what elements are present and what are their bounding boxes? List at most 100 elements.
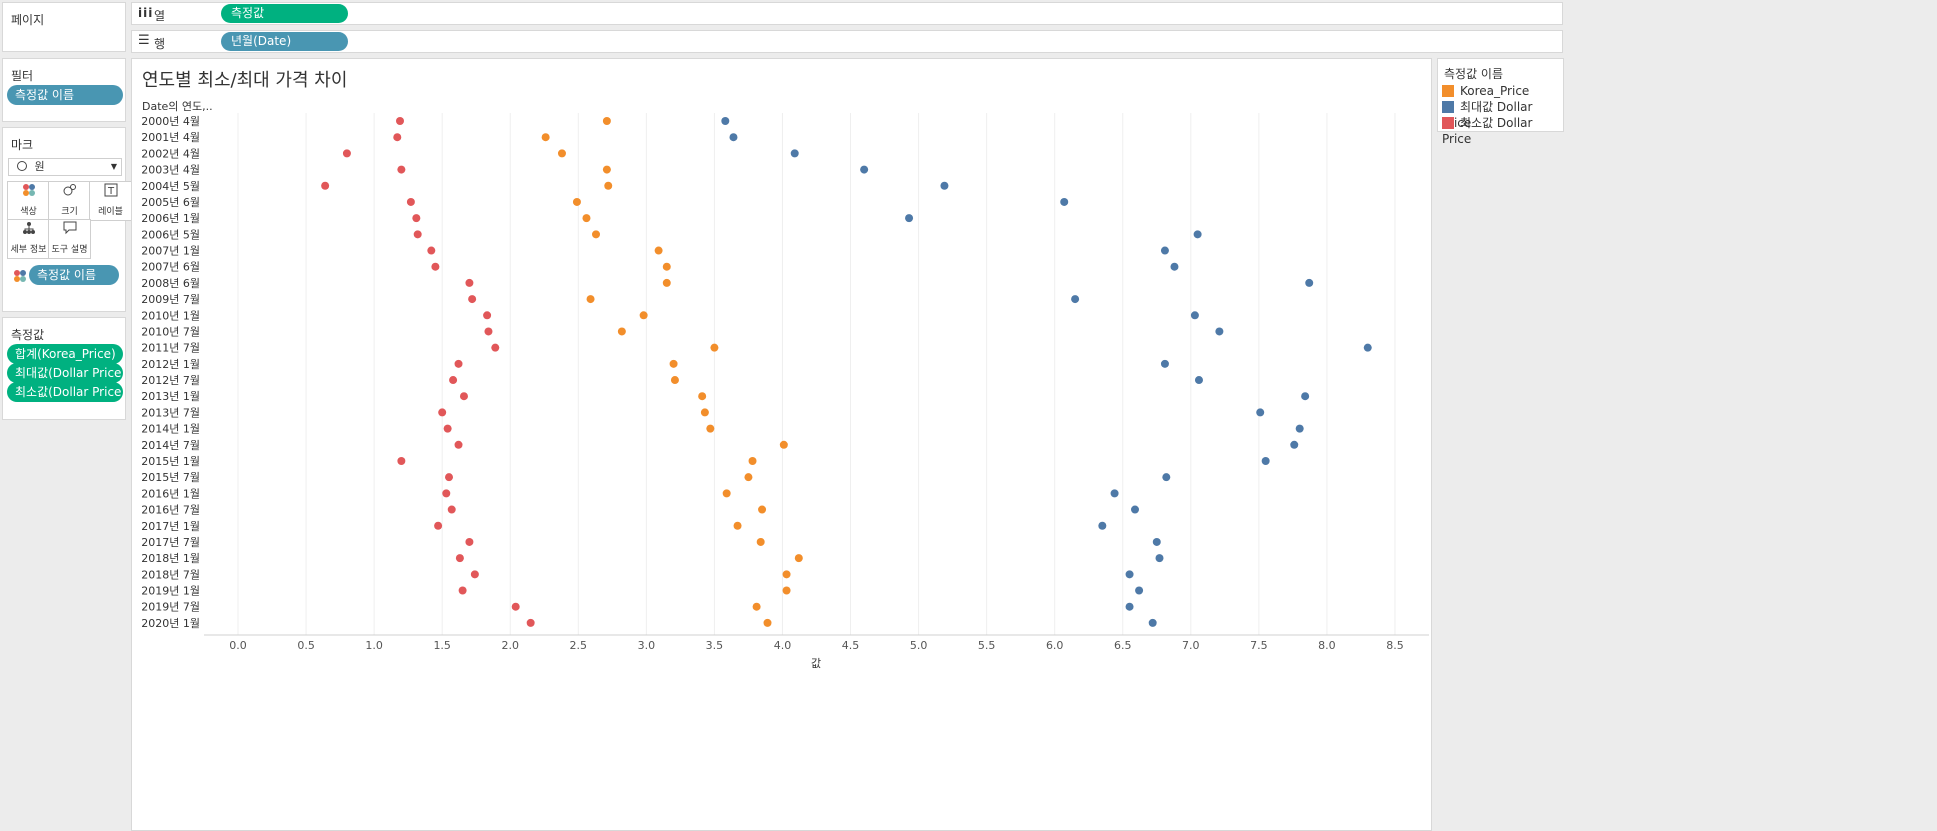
filter-pill[interactable]: 측정값 이름 [7, 85, 123, 105]
data-point-series-2[interactable] [447, 505, 456, 514]
data-point-series-0[interactable] [592, 230, 600, 239]
columns-pill[interactable]: 측정값 [221, 4, 348, 23]
data-point-series-0[interactable] [752, 602, 761, 611]
data-point-series-1[interactable] [1190, 311, 1199, 320]
data-point-series-0[interactable] [670, 376, 679, 385]
data-point-series-0[interactable] [662, 262, 671, 271]
data-point-series-2[interactable] [442, 489, 451, 498]
data-point-series-0[interactable] [758, 505, 767, 514]
data-point-series-2[interactable] [406, 197, 415, 206]
data-point-series-1[interactable] [1152, 537, 1161, 546]
data-point-series-1[interactable] [1162, 473, 1171, 482]
data-point-series-2[interactable] [491, 343, 500, 352]
data-point-series-1[interactable] [1290, 440, 1299, 449]
data-point-series-1[interactable] [1160, 359, 1169, 368]
data-point-series-0[interactable] [557, 149, 566, 158]
data-point-series-2[interactable] [458, 586, 467, 595]
data-point-series-1[interactable] [1363, 343, 1372, 352]
data-point-series-1[interactable] [1098, 521, 1107, 530]
data-point-series-0[interactable] [744, 473, 753, 482]
data-point-series-2[interactable] [465, 278, 474, 287]
data-point-series-2[interactable] [443, 424, 452, 433]
data-point-series-1[interactable] [1194, 376, 1203, 385]
legend-item-max-dollar-price[interactable]: 최대값 Dollar Price [1442, 99, 1563, 130]
data-point-series-0[interactable] [582, 214, 591, 223]
data-point-series-1[interactable] [1060, 197, 1069, 206]
size-button[interactable]: 크기 [48, 181, 91, 221]
rows-shelf[interactable]: ☰ 행 년월(Date) [131, 30, 1563, 53]
data-point-series-2[interactable] [397, 165, 406, 174]
data-point-series-1[interactable] [1301, 392, 1310, 401]
rows-pill[interactable]: 년월(Date) [221, 32, 348, 51]
data-point-series-0[interactable] [706, 424, 715, 433]
tooltip-button[interactable]: 도구 설명 [48, 219, 91, 259]
data-point-series-0[interactable] [748, 456, 757, 465]
data-point-series-2[interactable] [483, 311, 492, 320]
data-point-series-0[interactable] [604, 181, 613, 190]
mark-type-dropdown[interactable]: 원 ▼ [8, 158, 122, 176]
data-point-series-2[interactable] [431, 262, 440, 271]
data-point-series-0[interactable] [763, 618, 772, 627]
data-point-series-0[interactable] [782, 586, 791, 595]
data-point-series-0[interactable] [698, 392, 707, 401]
data-point-series-2[interactable] [396, 117, 404, 125]
data-point-series-2[interactable] [427, 246, 436, 255]
data-point-series-2[interactable] [445, 473, 453, 482]
data-point-series-0[interactable] [779, 440, 788, 449]
data-point-series-0[interactable] [756, 537, 765, 546]
data-point-series-1[interactable] [1110, 489, 1119, 498]
data-point-series-1[interactable] [1193, 230, 1202, 239]
data-point-series-1[interactable] [729, 133, 738, 142]
data-point-series-0[interactable] [572, 197, 581, 206]
data-point-series-0[interactable] [669, 359, 678, 368]
data-point-series-1[interactable] [1155, 554, 1164, 563]
data-point-series-0[interactable] [722, 489, 731, 498]
data-point-series-0[interactable] [586, 295, 595, 304]
measure-pill-min-dollar-price[interactable]: 최소값(Dollar Price) [7, 382, 123, 402]
data-point-series-1[interactable] [721, 117, 730, 125]
data-point-series-1[interactable] [1131, 505, 1139, 514]
measure-pill-korea-price[interactable]: 합계(Korea_Price) [7, 344, 123, 364]
data-point-series-1[interactable] [1256, 408, 1265, 417]
data-point-series-0[interactable] [700, 408, 709, 417]
data-point-series-1[interactable] [1148, 618, 1157, 627]
color-encoding-pill[interactable]: 측정값 이름 [29, 265, 119, 285]
measure-pill-max-dollar-price[interactable]: 최대값(Dollar Price) [7, 363, 123, 383]
data-point-series-0[interactable] [602, 165, 611, 174]
data-point-series-2[interactable] [484, 327, 493, 336]
color-button[interactable]: 색상 [7, 181, 50, 221]
data-point-series-1[interactable] [1125, 570, 1134, 579]
data-point-series-0[interactable] [733, 521, 742, 530]
data-point-series-0[interactable] [602, 117, 611, 125]
data-point-series-0[interactable] [794, 554, 803, 563]
data-point-series-2[interactable] [511, 602, 520, 611]
legend-item-min-dollar-price[interactable]: 최소값 Dollar Price [1442, 115, 1563, 146]
data-point-series-2[interactable] [438, 408, 447, 417]
data-point-series-1[interactable] [1170, 262, 1179, 271]
data-point-series-1[interactable] [1295, 424, 1304, 433]
data-point-series-0[interactable] [710, 343, 719, 352]
data-point-series-0[interactable] [654, 246, 663, 255]
data-point-series-0[interactable] [617, 327, 626, 336]
data-point-series-2[interactable] [393, 133, 402, 142]
data-point-series-2[interactable] [413, 230, 422, 239]
data-point-series-0[interactable] [639, 311, 648, 320]
data-point-series-2[interactable] [459, 392, 468, 401]
columns-shelf[interactable]: iii 열 측정값 [131, 2, 1563, 25]
data-point-series-2[interactable] [526, 618, 535, 627]
data-point-series-2[interactable] [454, 359, 463, 368]
detail-button[interactable]: 세부 정보 [7, 219, 50, 259]
data-point-series-2[interactable] [412, 214, 421, 223]
data-point-series-0[interactable] [541, 133, 550, 142]
data-point-series-1[interactable] [1125, 602, 1134, 611]
data-point-series-1[interactable] [1160, 246, 1169, 255]
data-point-series-2[interactable] [321, 181, 330, 190]
data-point-series-2[interactable] [455, 554, 464, 563]
data-point-series-1[interactable] [1215, 327, 1224, 336]
data-point-series-1[interactable] [905, 214, 914, 223]
data-point-series-2[interactable] [342, 149, 351, 158]
data-point-series-2[interactable] [465, 537, 474, 546]
data-point-series-2[interactable] [468, 295, 477, 304]
data-point-series-1[interactable] [1261, 456, 1270, 465]
data-point-series-1[interactable] [1135, 586, 1144, 595]
